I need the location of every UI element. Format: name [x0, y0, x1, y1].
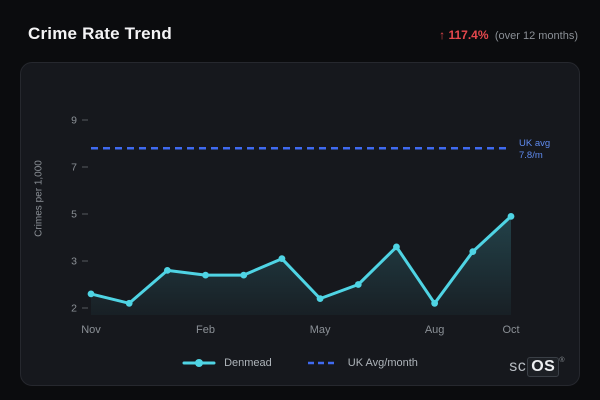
trend-up-arrow-icon: ↑ — [439, 28, 446, 42]
denmead-point — [316, 295, 324, 302]
chart-card: UK avg 7.8/m 9 7 5 3 2 Nov Feb May Aug Oct Crimes p… — [20, 62, 580, 386]
x-tick-label: Oct — [502, 324, 519, 336]
chart-legend: Denmead UK Avg/month — [21, 357, 579, 369]
denmead-point — [354, 281, 362, 288]
legend-item-denmead[interactable]: Denmead — [182, 357, 272, 369]
denmead-line-marker-icon — [182, 359, 216, 367]
y-tick-label: 5 — [71, 209, 77, 221]
y-tick-label: 3 — [71, 256, 77, 268]
logo-prefix: sc — [509, 358, 527, 375]
scos-logo: sc OS ® — [509, 357, 565, 377]
trend-indicator: ↑ 117.4% (over 12 months) — [439, 28, 578, 42]
x-tick-label: Aug — [425, 324, 445, 336]
uk-avg-annotation-value: 7.8/m — [519, 150, 543, 161]
registered-mark: ® — [559, 357, 565, 364]
y-axis-title: Crimes per 1,000 — [33, 160, 45, 237]
denmead-point — [507, 212, 515, 220]
uk-avg-dashed-marker-icon — [307, 361, 338, 365]
header: Crime Rate Trend ↑ 117.4% (over 12 month… — [28, 24, 578, 44]
denmead-point — [393, 243, 400, 251]
y-tick-label: 7 — [71, 162, 77, 174]
trend-percentage: 117.4% — [448, 28, 489, 42]
legend-item-uk-avg[interactable]: UK Avg/month — [306, 357, 418, 369]
denmead-point — [125, 299, 133, 307]
denmead-area-fill — [91, 216, 511, 315]
denmead-point — [240, 271, 248, 279]
y-tick-label: 9 — [71, 115, 77, 127]
denmead-point — [163, 267, 171, 274]
denmead-point — [431, 299, 439, 307]
legend-label-uk-avg: UK Avg/month — [347, 357, 418, 369]
denmead-point — [202, 271, 209, 279]
trend-caption: (over 12 months) — [494, 30, 578, 42]
x-tick-label: Nov — [81, 324, 101, 336]
x-tick-label: May — [310, 324, 331, 336]
legend-label-denmead: Denmead — [224, 357, 272, 369]
logo-box: OS — [527, 357, 560, 377]
denmead-line — [89, 214, 513, 305]
x-tick-label: Feb — [196, 324, 215, 336]
denmead-point — [469, 248, 477, 256]
denmead-point — [278, 255, 286, 263]
y-tick-label: 2 — [71, 303, 77, 315]
denmead-point — [87, 290, 95, 298]
page-title: Crime Rate Trend — [28, 24, 172, 43]
uk-avg-annotation: UK avg — [519, 138, 550, 149]
